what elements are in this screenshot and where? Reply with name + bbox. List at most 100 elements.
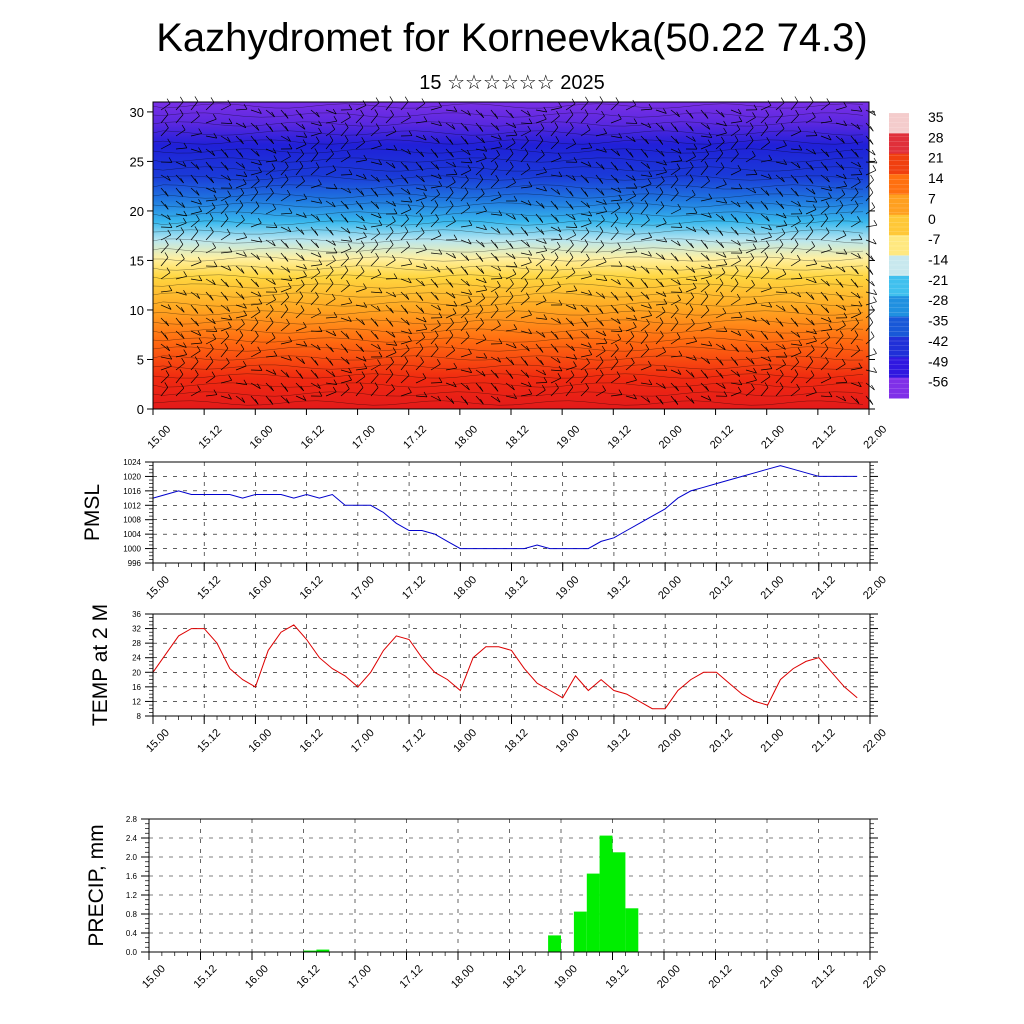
wind-barb: [415, 120, 427, 124]
wind-barb: [160, 356, 172, 360]
wind-barb: [310, 213, 320, 222]
wind-barb: [640, 349, 650, 358]
wind-barb: [685, 226, 697, 233]
wind-barb-feather: [464, 317, 469, 323]
wind-barb-feather: [796, 254, 801, 261]
wind-barb-feather: [527, 200, 532, 206]
wind-barb: [850, 122, 861, 130]
wind-barb-feather: [599, 369, 604, 375]
wind-barb-feather: [766, 137, 771, 143]
wind-barb: [520, 393, 532, 397]
wind-barb: [160, 317, 169, 327]
wind-barb-feather: [303, 340, 308, 347]
wind-barb: [775, 291, 788, 294]
wind-barb-feather: [648, 232, 653, 238]
wind-barb-feather: [723, 120, 727, 127]
wind-barb: [430, 252, 442, 255]
wind-barb: [745, 155, 756, 163]
wind-barb-feather: [587, 161, 592, 167]
wind-barb: [430, 335, 439, 345]
wind-barb: [850, 335, 859, 345]
wind-barb: [355, 368, 367, 371]
wind-barb-feather: [453, 169, 458, 175]
wind-barb-feather: [586, 124, 591, 130]
wind-barb: [370, 304, 381, 312]
wind-barb: [745, 127, 754, 137]
wind-barb: [790, 101, 799, 111]
wind-barb: [355, 105, 367, 111]
y-axis-label: PMSL: [81, 484, 104, 541]
wind-barb: [385, 361, 394, 371]
wind-barb-feather: [646, 163, 651, 169]
wind-barb: [400, 291, 410, 300]
wind-barb-feather: [392, 291, 397, 298]
wind-barb: [655, 303, 667, 306]
wind-barb: [310, 330, 323, 332]
wind-barb: [265, 109, 275, 118]
wind-barb-feather: [843, 377, 848, 383]
wind-barb: [520, 297, 530, 306]
wind-barb: [565, 304, 577, 310]
wind-barb-feather: [675, 304, 679, 310]
y-tick-label: 5: [137, 352, 144, 367]
wind-barb-feather: [421, 280, 425, 287]
wind-barb-feather: [557, 281, 561, 287]
wind-barb-feather: [779, 369, 784, 375]
wind-barb-feather: [558, 102, 563, 108]
wind-barb-feather: [541, 253, 545, 260]
wind-barb: [445, 205, 454, 215]
wind-barb: [355, 304, 367, 308]
chart-subtitle: 15 ☆☆☆☆☆☆ 2025: [419, 72, 605, 94]
wind-barb-feather: [779, 191, 784, 197]
wind-barb: [805, 218, 814, 228]
wind-barb: [760, 288, 772, 293]
wind-barb-feather: [287, 282, 292, 289]
x-tick-label: 18.00: [452, 423, 480, 451]
wind-barb-feather: [525, 292, 530, 298]
wind-barb-feather: [528, 181, 533, 187]
wind-barb: [505, 109, 514, 119]
wind-barb-feather: [196, 345, 201, 352]
wind-barb-feather: [644, 330, 649, 336]
wind-barb: [520, 140, 529, 150]
wind-barb: [850, 148, 859, 158]
wind-barb-feather: [734, 265, 739, 271]
wind-barb: [580, 200, 590, 208]
wind-barb-feather: [359, 252, 364, 258]
wind-barb: [400, 278, 412, 284]
wind-barb: [400, 330, 412, 335]
wind-barb: [475, 265, 485, 274]
wind-barb: [835, 194, 846, 202]
wind-barb-feather: [391, 255, 396, 261]
wind-barb-feather: [495, 175, 500, 181]
wind-barb-feather: [539, 217, 544, 223]
wind-barb-feather: [573, 354, 578, 360]
wind-barb-feather: [224, 165, 229, 171]
wind-barb: [370, 374, 379, 384]
wind-barb: [670, 160, 682, 163]
wind-barb: [430, 304, 441, 311]
wind-barb-feather: [813, 335, 817, 342]
wind-barb: [505, 343, 517, 349]
wind-barb-feather: [749, 265, 754, 271]
wind-barb: [640, 183, 652, 189]
wind-barb-feather: [228, 314, 233, 321]
wind-barb-feather: [183, 342, 187, 348]
wind-barb-feather: [408, 196, 413, 203]
wind-barb: [670, 322, 679, 332]
wind-barb: [445, 382, 457, 388]
wind-barb: [385, 291, 396, 298]
wind-barb: [445, 161, 456, 168]
wind-barb-feather: [299, 113, 304, 119]
wind-barb: [325, 129, 336, 137]
wind-barb-feather: [630, 281, 634, 288]
wind-barb: [175, 147, 187, 150]
wind-barb-feather: [226, 306, 231, 312]
series-line: [152, 465, 858, 550]
wind-barb-feather: [197, 330, 202, 336]
wind-barb-feather: [513, 261, 518, 268]
wind-barb-feather: [363, 283, 367, 289]
wind-barb-feather: [631, 357, 635, 364]
wind-barb: [445, 109, 457, 112]
wind-barb: [865, 179, 874, 189]
